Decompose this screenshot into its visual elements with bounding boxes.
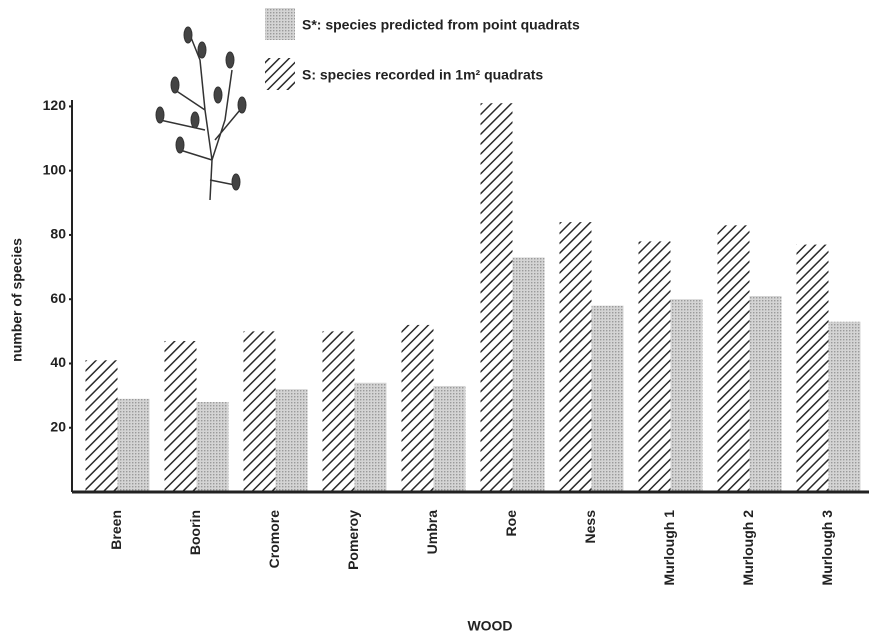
bar	[671, 299, 703, 492]
y-tick-label: 20	[50, 418, 66, 434]
x-tick-label: Umbra	[424, 510, 440, 555]
bar	[481, 103, 513, 492]
bar	[513, 257, 545, 492]
bar	[639, 241, 671, 492]
chart: number of species WOOD 20 40 60 80 100 120 Bre…	[0, 0, 869, 635]
bar	[118, 399, 150, 492]
x-tick-label: Murlough 2	[740, 510, 756, 586]
y-tick-label: 100	[43, 161, 67, 177]
y-tick-label: 40	[50, 354, 66, 370]
x-tick-label: Cromore	[266, 510, 282, 569]
x-axis-label: WOOD	[467, 618, 512, 634]
y-tick-label: 80	[50, 226, 66, 242]
bar	[829, 322, 861, 492]
x-tick-label: Pomeroy	[345, 510, 361, 570]
bar	[276, 389, 308, 492]
bar	[434, 386, 466, 492]
bar	[797, 245, 829, 492]
bar	[402, 325, 434, 492]
bar	[718, 225, 750, 492]
x-tick-label: Breen	[108, 510, 124, 550]
page: number of species WOOD 20 40 60 80 100 120 Bre…	[0, 0, 869, 635]
y-axis-label: number of species	[9, 238, 25, 362]
legend-label: S*: species predicted from point quadrat…	[302, 17, 580, 33]
y-tick-label: 120	[43, 97, 67, 113]
x-tick-label: Murlough 1	[661, 510, 677, 586]
bar	[244, 331, 276, 492]
bar	[197, 402, 229, 492]
bar	[165, 341, 197, 492]
x-tick-label: Boorin	[187, 510, 203, 555]
x-tick-label: Ness	[582, 510, 598, 544]
bar	[750, 296, 782, 492]
bar	[592, 306, 624, 492]
plant-illustration	[156, 27, 246, 200]
bar	[355, 383, 387, 492]
legend-label: S: species recorded in 1m² quadrats	[302, 67, 543, 83]
y-tick-label: 60	[50, 290, 66, 306]
bar	[86, 360, 118, 492]
x-tick-label: Roe	[503, 510, 519, 537]
legend-swatch	[265, 58, 295, 90]
legend-swatch	[265, 8, 295, 40]
x-tick-label: Murlough 3	[819, 510, 835, 586]
bar	[560, 222, 592, 492]
bar	[323, 331, 355, 492]
